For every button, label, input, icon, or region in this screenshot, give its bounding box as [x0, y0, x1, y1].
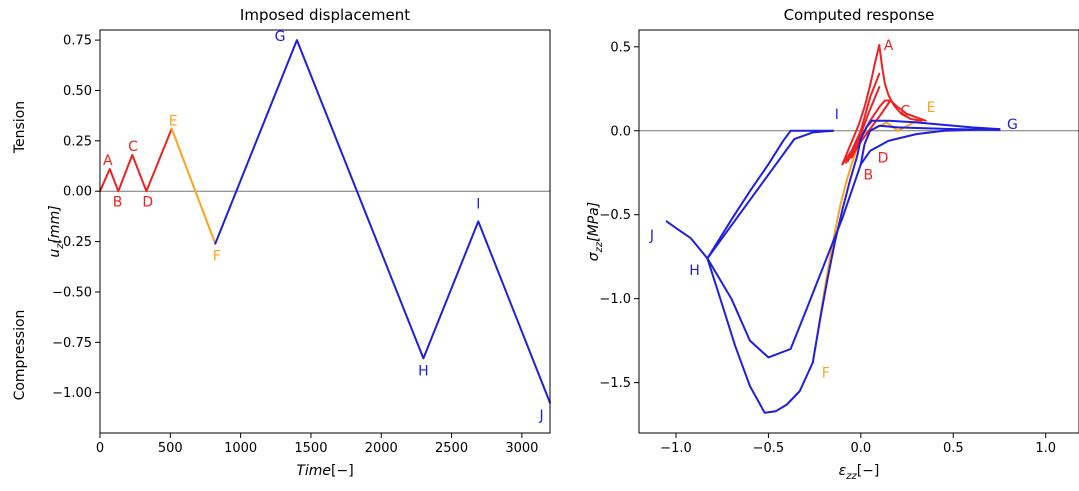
right-x-tick-label: −1.0	[660, 441, 692, 456]
left-point-label-I: I	[476, 196, 480, 212]
right-point-label-I: I	[835, 107, 839, 123]
left-x-tick-label: 1000	[224, 441, 257, 456]
left-chart: Imposed displacement 0 500 1000 1500 2000 2500…	[12, 6, 551, 479]
right-series-line-3	[841, 44, 881, 166]
left-y-tick-label: −1.00	[52, 386, 92, 401]
left-y-tick-label: −0.50	[52, 285, 92, 300]
right-chart: Computed response −1.0 −0.5 0.0 0.5 1.0 0.5 0.0…	[586, 6, 1079, 482]
right-point-label-E: E	[927, 100, 936, 116]
right-x-axis-label: εzz[−]	[839, 463, 880, 482]
left-y-tick-label: −0.25	[52, 235, 92, 250]
right-series-line-17	[706, 257, 814, 414]
right-point-label-B: B	[863, 167, 873, 183]
right-point-label-J: J	[649, 228, 654, 244]
left-y-tick-label: −0.75	[52, 336, 92, 351]
left-point-label-A: A	[103, 153, 113, 169]
right-x-tick-label: 1.0	[1035, 441, 1056, 456]
right-y-tick-label: −1.0	[599, 292, 631, 307]
left-point-label-C: C	[128, 139, 138, 155]
right-y-tick-label: −0.5	[599, 208, 631, 223]
right-series-line-8	[850, 99, 892, 159]
left-x-tick-label: 1500	[294, 441, 327, 456]
right-y-tick-label: −1.5	[599, 376, 631, 391]
left-point-label-F: F	[213, 249, 221, 265]
left-series-line-0	[99, 127, 173, 193]
left-x-axis-label: Time[−]	[296, 463, 353, 479]
right-point-label-C: C	[900, 104, 910, 120]
right-series-line-13	[706, 163, 862, 359]
right-series-line-10	[811, 119, 873, 364]
right-chart-title: Computed response	[784, 6, 935, 24]
right-point-label-D: D	[878, 151, 889, 167]
right-series-line-7	[846, 99, 892, 162]
left-point-label-H: H	[418, 364, 429, 380]
left-point-label-D: D	[142, 194, 153, 210]
right-axes-frame	[638, 29, 1079, 434]
right-point-label-F: F	[822, 366, 830, 382]
left-point-label-E: E	[169, 114, 178, 130]
left-y-tick-label: 0.25	[63, 134, 92, 149]
left-y-axis-label: uz[mm]	[47, 205, 66, 257]
left-point-label-B: B	[113, 194, 123, 210]
left-y-tick-label: 0.75	[63, 34, 92, 49]
left-x-tick-label: 2000	[365, 441, 398, 456]
left-series-line-2	[214, 39, 551, 404]
left-point-label-G: G	[275, 29, 286, 45]
right-x-tick-label: −0.5	[753, 441, 785, 456]
right-y-axis-label: σzz[MPa]	[586, 202, 605, 261]
left-y-tick-label: 0.00	[63, 185, 92, 200]
right-series-line-14	[706, 129, 835, 260]
left-x-tick-label: 3000	[505, 441, 538, 456]
right-point-label-H: H	[689, 263, 700, 279]
left-compression-label: Compression	[12, 310, 28, 401]
left-axes-frame	[99, 29, 551, 434]
left-chart-title: Imposed displacement	[240, 6, 410, 24]
left-y-tick-label: 0.50	[63, 84, 92, 99]
left-point-label-J: J	[538, 408, 543, 424]
right-series-line-9	[889, 99, 927, 122]
right-series-line-16	[665, 220, 709, 260]
right-y-tick-label: 0.5	[610, 40, 631, 55]
right-point-label-G: G	[1007, 117, 1018, 133]
left-x-tick-label: 2500	[435, 441, 468, 456]
right-y-tick-label: 0.0	[610, 124, 631, 139]
right-x-tick-label: 0.5	[943, 441, 964, 456]
left-x-tick-label: 500	[158, 441, 183, 456]
right-series-line-5	[841, 72, 881, 166]
left-series-line-1	[170, 127, 217, 245]
right-x-tick-label: 0.0	[851, 441, 872, 456]
right-series-line-11	[870, 119, 1001, 131]
right-series-line-15	[706, 129, 835, 260]
left-tension-label: Tension	[12, 101, 28, 154]
right-series-line-18	[859, 124, 1001, 166]
left-x-tick-label: 0	[96, 441, 104, 456]
right-point-label-A: A	[884, 38, 894, 54]
